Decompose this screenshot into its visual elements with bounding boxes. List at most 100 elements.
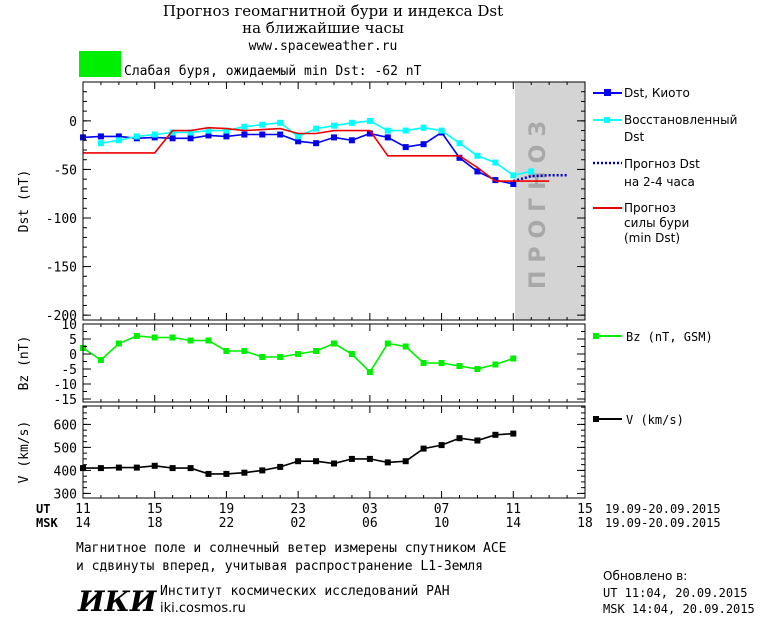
data-point (133, 464, 140, 471)
legend: Dst, Киото Восстановленный Dst Прогноз D… (593, 86, 737, 427)
data-point (277, 463, 284, 470)
y-tick-label: -100 (46, 212, 77, 227)
data-point (402, 144, 409, 151)
msk-tick-label: 10 (434, 516, 450, 531)
data-point (366, 455, 373, 462)
ut-axis-label: UT (36, 502, 50, 516)
ut-tick-label: 11 (75, 502, 91, 517)
data-point (313, 125, 320, 132)
iki-logo: ИКИ (77, 585, 158, 618)
legend-dst-kyoto: Dst, Киото (593, 86, 690, 100)
data-point (366, 130, 373, 137)
ut-tick-label: 15 (577, 502, 593, 517)
data-point (510, 181, 517, 187)
legend-dst-restored: Восстановленный Dst (593, 113, 737, 144)
data-point (223, 348, 230, 354)
data-point (187, 135, 194, 142)
y-tick-label: -50 (54, 163, 77, 178)
data-point (474, 168, 481, 175)
data-point (187, 337, 194, 344)
y-tick-label: 500 (54, 441, 77, 456)
data-point (510, 355, 517, 362)
data-point (259, 354, 266, 360)
data-point (241, 469, 248, 476)
data-point (402, 343, 409, 350)
y-tick-label: 300 (54, 487, 77, 502)
updated-msk: MSK 14:04, 20.09.2015 (603, 602, 755, 616)
data-point (456, 435, 463, 442)
chart-title: Прогноз геомагнитной бури и индекса Dst (163, 2, 503, 20)
data-point (366, 117, 373, 124)
v-panel: 300 400 500 600 V (km/s) (17, 405, 586, 502)
data-point (456, 140, 463, 147)
data-point (295, 138, 302, 145)
data-point (402, 127, 409, 134)
y-tick-label: 600 (54, 418, 77, 433)
series-line (83, 126, 550, 182)
ut-tick-label: 11 (505, 502, 521, 517)
legend-storm-label3: (min Dst) (624, 231, 680, 245)
institute-url[interactable]: iki.cosmos.ru (160, 601, 246, 616)
data-point (223, 470, 230, 477)
y-tick-label: -5 (61, 363, 77, 378)
data-point (277, 354, 284, 360)
msk-axis-label: MSK (36, 516, 58, 530)
y-tick-label: -10 (54, 378, 77, 393)
v-plot-frame (82, 405, 586, 499)
updated-ut: UT 11:04, 20.09.2015 (603, 586, 748, 600)
storm-status-text: Слабая буря, ожидаемый min Dst: -62 nT (124, 64, 422, 79)
source-url[interactable]: www.spaceweather.ru (249, 39, 398, 54)
data-point (331, 134, 337, 141)
data-point (366, 369, 373, 375)
data-point (115, 464, 122, 471)
msk-tick-label: 18 (577, 516, 593, 531)
updated-label: Обновлено в: (603, 569, 687, 583)
data-point (115, 340, 122, 347)
data-point (348, 119, 355, 126)
data-point (97, 357, 104, 363)
data-point (277, 131, 284, 138)
data-point (313, 348, 320, 354)
data-point (420, 445, 427, 452)
data-point (241, 348, 248, 354)
data-point (438, 360, 445, 366)
data-point (205, 337, 212, 344)
data-point (97, 133, 104, 140)
data-point (169, 135, 176, 142)
dst-panel: ПРОГНОЗ 0 -50 -100 -150 -200 Dst (nT) (17, 81, 586, 324)
data-point (277, 119, 284, 126)
data-point (295, 458, 302, 465)
forecast-band-text: ПРОГНОЗ (526, 113, 551, 289)
data-point (474, 366, 481, 372)
data-point (528, 168, 535, 175)
data-point (205, 127, 212, 134)
msk-tick-label: 14 (505, 516, 521, 531)
y-tick-label: -150 (46, 261, 77, 276)
data-point (295, 133, 302, 140)
data-point (295, 351, 302, 357)
data-point (259, 121, 266, 128)
data-point (223, 133, 230, 140)
bz-axis-label: Bz (nT) (17, 336, 32, 391)
data-point (510, 172, 517, 179)
data-point (241, 123, 248, 130)
data-point (151, 334, 158, 341)
dst-plot-frame (82, 81, 586, 321)
data-point (133, 333, 140, 339)
data-point (456, 363, 463, 369)
data-point (241, 131, 248, 138)
legend-dst-forecast-label1: Прогноз Dst (624, 157, 700, 171)
legend-dst-restored-label2: Dst (624, 130, 644, 144)
msk-tick-label: 06 (362, 516, 378, 531)
ut-tick-label: 03 (362, 502, 378, 517)
data-point (348, 455, 355, 462)
forecast-band-label: ПРОГНОЗ (526, 113, 551, 289)
legend-dst-kyoto-label: Dst, Киото (624, 86, 690, 100)
data-point (151, 462, 158, 469)
legend-bz-label: Bz (nT, GSM) (626, 330, 713, 344)
legend-v-label: V (km/s) (626, 413, 684, 427)
status-color-swatch (79, 51, 121, 77)
data-point (420, 141, 427, 148)
